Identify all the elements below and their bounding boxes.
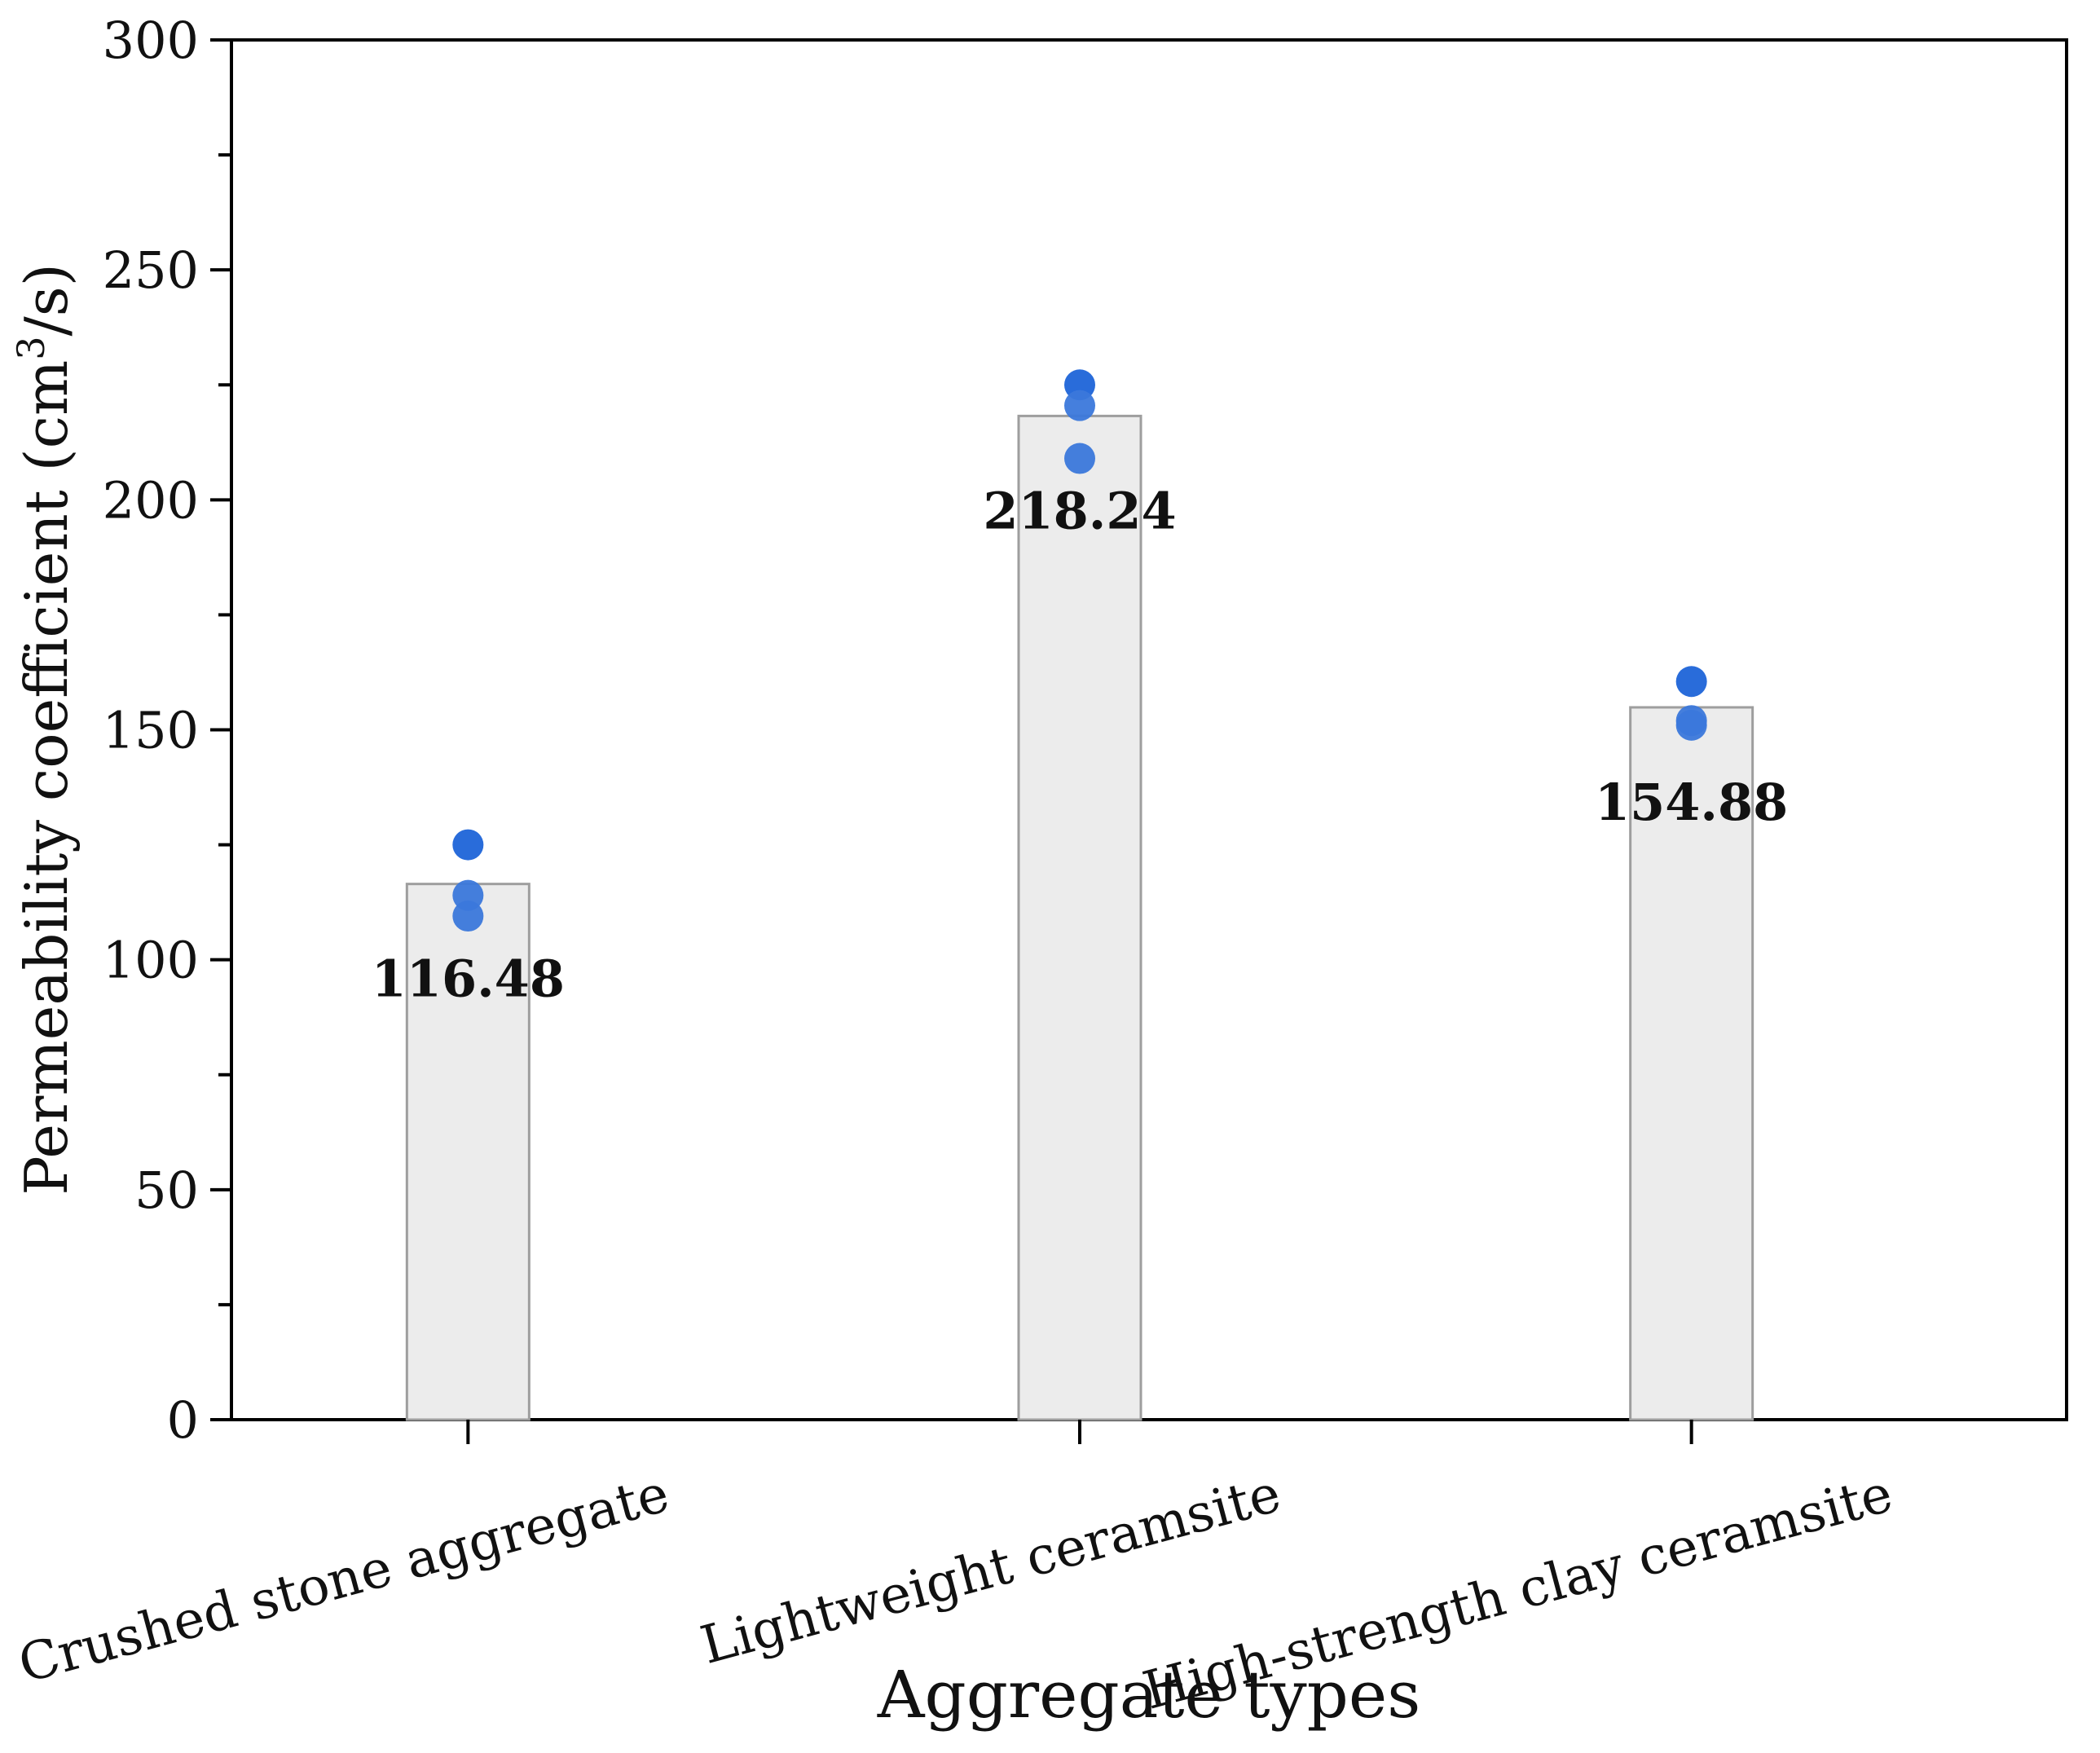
- y-axis-title: Permeability coefficient (cm3/s): [9, 263, 81, 1196]
- y-tick-label: 150: [103, 701, 199, 760]
- y-tick-label: 50: [134, 1161, 199, 1220]
- y-tick-label: 100: [103, 931, 199, 990]
- y-tick-label: 250: [103, 240, 199, 300]
- data-point: [1675, 666, 1707, 698]
- x-tick-label: Lightweight ceramsite: [695, 1464, 1288, 1676]
- data-point: [452, 829, 484, 861]
- bar-value-label: 218.24: [983, 481, 1176, 540]
- y-tick-label: 0: [167, 1390, 199, 1450]
- value-labels-layer: 116.48 218.24 154.88: [372, 481, 1789, 1008]
- data-point: [1675, 709, 1707, 741]
- x-axis-title: Aggregate types: [877, 1657, 1421, 1733]
- data-point: [452, 901, 484, 932]
- data-point: [1064, 443, 1095, 474]
- data-point: [1064, 390, 1095, 421]
- bar-value-label: 154.88: [1595, 773, 1788, 832]
- x-tick-label: Crushed stone aggregate: [12, 1464, 675, 1695]
- points-layer: [452, 369, 1707, 932]
- y-tick-label: 300: [103, 11, 199, 70]
- y-axis-title-suffix: /s): [12, 263, 81, 336]
- y-axis: 0 50 100 150 200 250 300: [103, 11, 231, 1450]
- y-tick-label: 200: [103, 470, 199, 530]
- bars-layer: [405, 414, 1754, 1421]
- y-axis-title-main: Permeability coefficient (cm: [12, 360, 81, 1196]
- y-axis-title-superscript: 3: [9, 337, 53, 360]
- bar-value-label: 116.48: [372, 949, 565, 1009]
- bar: [1017, 414, 1142, 1421]
- bar: [405, 883, 531, 1421]
